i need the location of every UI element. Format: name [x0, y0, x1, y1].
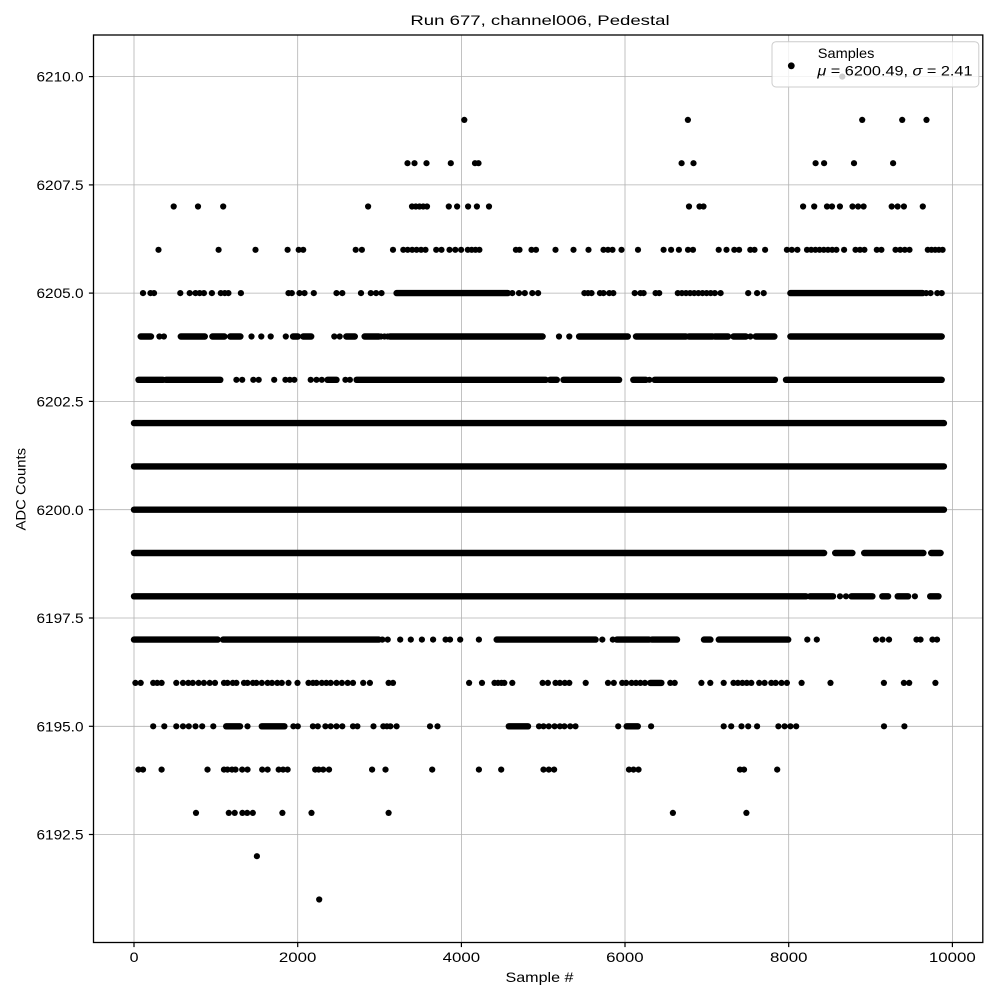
svg-text:ADC Counts: ADC Counts [12, 448, 28, 531]
svg-text:6200.0: 6200.0 [37, 502, 84, 518]
svg-text:Samples: Samples [818, 45, 875, 61]
svg-text:Sample #: Sample # [506, 969, 574, 985]
svg-text:8000: 8000 [770, 949, 808, 965]
svg-text:4000: 4000 [443, 949, 481, 965]
svg-text:6202.5: 6202.5 [37, 394, 84, 410]
svg-text:μ = 6200.49, σ = 2.41: μ = 6200.49, σ = 2.41 [816, 63, 973, 79]
svg-text:6197.5: 6197.5 [37, 610, 84, 626]
svg-text:6210.0: 6210.0 [37, 69, 84, 85]
svg-text:6192.5: 6192.5 [37, 827, 84, 843]
svg-text:6000: 6000 [606, 949, 644, 965]
svg-text:Run 677, channel006, Pedestal: Run 677, channel006, Pedestal [410, 12, 669, 28]
svg-text:6205.0: 6205.0 [37, 285, 84, 301]
svg-text:2000: 2000 [279, 949, 317, 965]
svg-text:6195.0: 6195.0 [37, 718, 84, 734]
svg-text:0: 0 [130, 949, 139, 965]
svg-text:6207.5: 6207.5 [37, 177, 84, 193]
svg-text:10000: 10000 [929, 949, 976, 965]
